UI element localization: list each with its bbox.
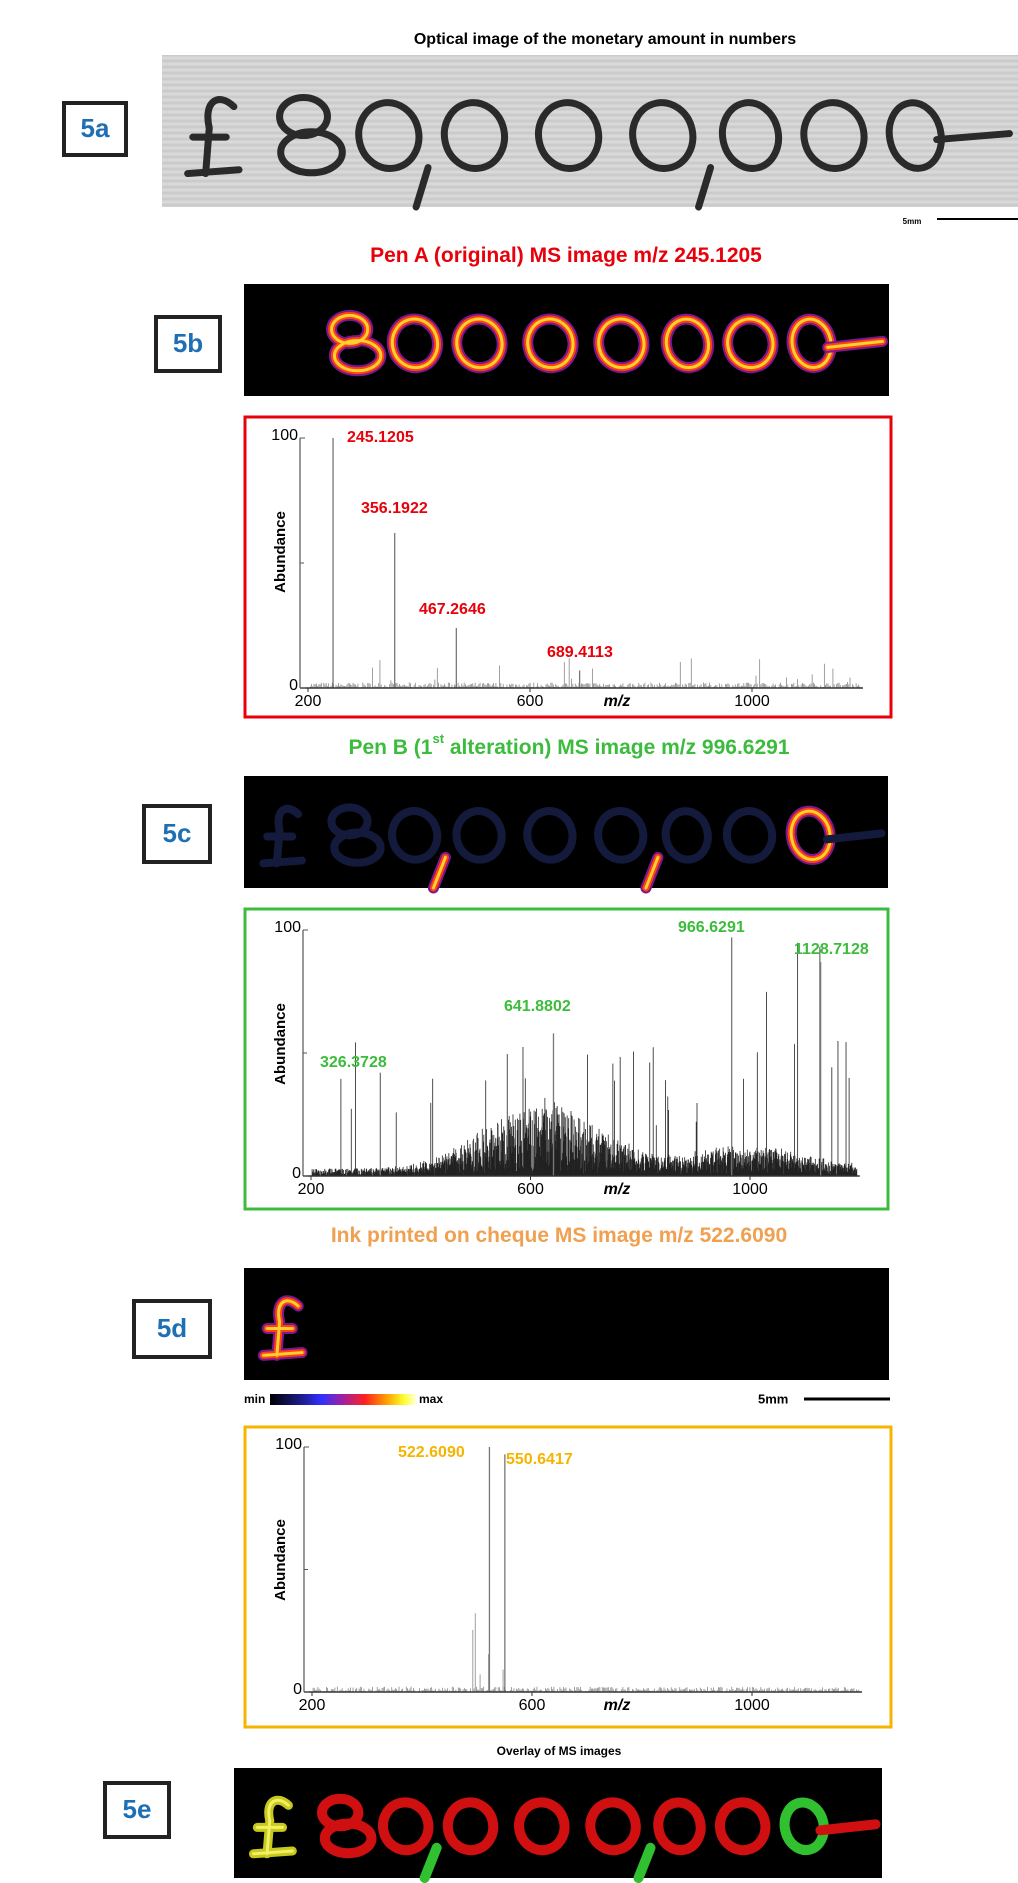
colorbar bbox=[270, 1394, 416, 1405]
colorbar-max: max bbox=[419, 1392, 443, 1406]
figure: Optical image of the monetary amount in … bbox=[0, 0, 1018, 1883]
peak-label: 550.6417 bbox=[506, 1451, 573, 1468]
x-tick-label: 200 bbox=[299, 1697, 326, 1714]
panel-title: Pen A (original) MS image m/z 245.1205 bbox=[370, 244, 762, 267]
panel-title: Ink printed on cheque MS image m/z 522.6… bbox=[331, 1224, 787, 1247]
peak-label: 641.8802 bbox=[504, 998, 571, 1015]
panel-title: Optical image of the monetary amount in … bbox=[414, 31, 796, 48]
x-tick-label: 600 bbox=[519, 1697, 546, 1714]
colorbar-min: min bbox=[244, 1392, 265, 1406]
title-superscript: st bbox=[432, 731, 444, 746]
x-tick-label: 200 bbox=[298, 1181, 325, 1198]
ms-image bbox=[244, 1268, 889, 1380]
title-text: Pen A (original) MS image m/z 245.1205 bbox=[370, 244, 762, 267]
y-tick-label: 100 bbox=[271, 427, 298, 444]
title-text: Ink printed on cheque MS image m/z 522.6… bbox=[331, 1224, 787, 1247]
peak-label: 966.6291 bbox=[678, 919, 745, 936]
peak-label: 689.4113 bbox=[547, 644, 613, 661]
scale-bar-label: 5mm bbox=[903, 217, 922, 226]
scale-bar-label: 5mm bbox=[758, 1391, 788, 1406]
ink-stroke bbox=[820, 1824, 875, 1830]
spectrum-frame bbox=[245, 417, 891, 717]
y-tick-label: 0 bbox=[293, 1681, 302, 1698]
panel-label: 5e bbox=[123, 1794, 152, 1824]
x-tick-label: 600 bbox=[517, 1181, 544, 1198]
panel-label: 5a bbox=[81, 113, 110, 143]
x-tick-label: 1000 bbox=[734, 1697, 770, 1714]
panel-label: 5d bbox=[157, 1313, 187, 1343]
x-tick-label: 200 bbox=[295, 693, 322, 710]
y-tick-label: 100 bbox=[274, 919, 301, 936]
spectrum-frame bbox=[245, 1427, 891, 1727]
y-tick-label: 0 bbox=[292, 1165, 301, 1182]
panel-label: 5b bbox=[173, 328, 203, 358]
panel-title: Overlay of MS images bbox=[497, 1744, 622, 1758]
y-axis-label: Abundance bbox=[272, 1519, 289, 1601]
peak-label: 245.1205 bbox=[347, 429, 414, 446]
x-tick-label: 1000 bbox=[734, 693, 770, 710]
y-tick-label: 0 bbox=[289, 677, 298, 694]
panel-label: 5c bbox=[163, 818, 192, 848]
panel-title: Pen B (1st alteration) MS image m/z 996.… bbox=[348, 731, 789, 758]
x-axis-label: m/z bbox=[604, 1181, 631, 1198]
peak-label: 1128.7128 bbox=[794, 941, 869, 958]
peak-label: 467.2646 bbox=[419, 601, 486, 618]
y-axis-label: Abundance bbox=[272, 1003, 289, 1085]
x-tick-label: 600 bbox=[517, 693, 544, 710]
x-tick-label: 1000 bbox=[732, 1181, 768, 1198]
y-axis-label: Abundance bbox=[272, 511, 289, 593]
title-text: alteration) MS image m/z 996.6291 bbox=[444, 736, 790, 759]
y-tick-label: 100 bbox=[275, 1436, 302, 1453]
x-axis-label: m/z bbox=[604, 693, 631, 710]
peak-label: 326.3728 bbox=[320, 1054, 387, 1071]
peak-label: 356.1922 bbox=[361, 500, 428, 517]
title-text: Pen B (1 bbox=[348, 736, 432, 759]
x-axis-label: m/z bbox=[604, 1697, 631, 1714]
peak-label: 522.6090 bbox=[398, 1444, 465, 1461]
